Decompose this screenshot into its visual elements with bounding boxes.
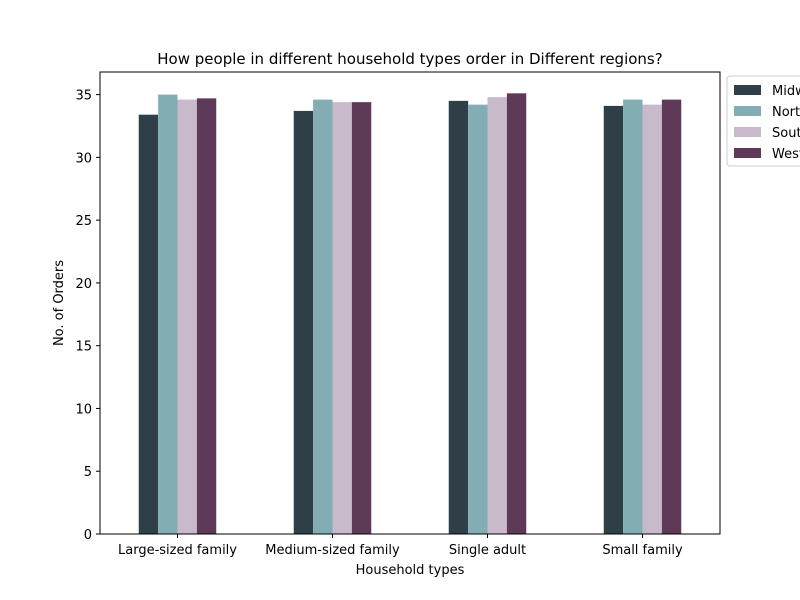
bar-midwest-1 — [293, 110, 314, 535]
y-tick-label: 10 — [75, 402, 92, 417]
bar-south-0 — [177, 99, 197, 535]
bar-south-2 — [487, 97, 507, 535]
y-tick-label: 25 — [75, 214, 92, 229]
x-tick-label: Large-sized family — [118, 543, 237, 558]
legend-label-west: West — [772, 147, 800, 162]
bar-west-3 — [661, 99, 682, 535]
plot-frame — [99, 71, 721, 535]
y-tick-label: 35 — [75, 89, 92, 104]
legend: Midwest Northeast South West — [726, 75, 800, 167]
y-tick-label: 15 — [75, 340, 92, 355]
bar-west-2 — [506, 93, 527, 534]
y-tick-label: 20 — [75, 277, 92, 292]
y-tick-label: 5 — [84, 465, 92, 480]
legend-label-midwest: Midwest — [772, 84, 800, 99]
bar-northeast-3 — [623, 99, 643, 535]
legend-label-south: South — [772, 126, 800, 141]
x-tick-label: Small family — [602, 543, 683, 558]
legend-swatch-west — [734, 148, 761, 158]
bar-south-1 — [332, 102, 352, 534]
y-tick-label: 30 — [75, 151, 92, 166]
bar-midwest-0 — [138, 114, 159, 535]
bar-midwest-2 — [448, 100, 469, 535]
legend-label-northeast: Northeast — [772, 105, 800, 120]
x-tick-label: Medium-sized family — [265, 543, 400, 558]
bar-northeast-1 — [313, 99, 333, 535]
x-axis-label: Household types — [356, 563, 465, 578]
y-axis-label: No. of Orders — [52, 260, 67, 346]
x-tick-label: Single adult — [449, 543, 526, 558]
legend-swatch-northeast — [734, 106, 761, 116]
bar-south-3 — [642, 104, 662, 534]
bar-midwest-3 — [603, 105, 624, 535]
bar-northeast-0 — [158, 94, 178, 534]
y-tick-label: 0 — [84, 528, 92, 543]
legend-swatch-midwest — [734, 85, 761, 95]
x-axis: Large-sized family Medium-sized family Sin… — [118, 534, 683, 558]
bars-group — [138, 93, 682, 535]
legend-swatch-south — [734, 127, 761, 137]
chart-title: How people in different household types … — [157, 50, 662, 68]
bar-northeast-2 — [468, 104, 488, 534]
legend-box — [726, 75, 800, 167]
bar-west-0 — [196, 98, 217, 535]
bar-west-1 — [351, 102, 372, 534]
y-axis: 0 5 10 15 20 25 30 35 — [75, 89, 100, 543]
